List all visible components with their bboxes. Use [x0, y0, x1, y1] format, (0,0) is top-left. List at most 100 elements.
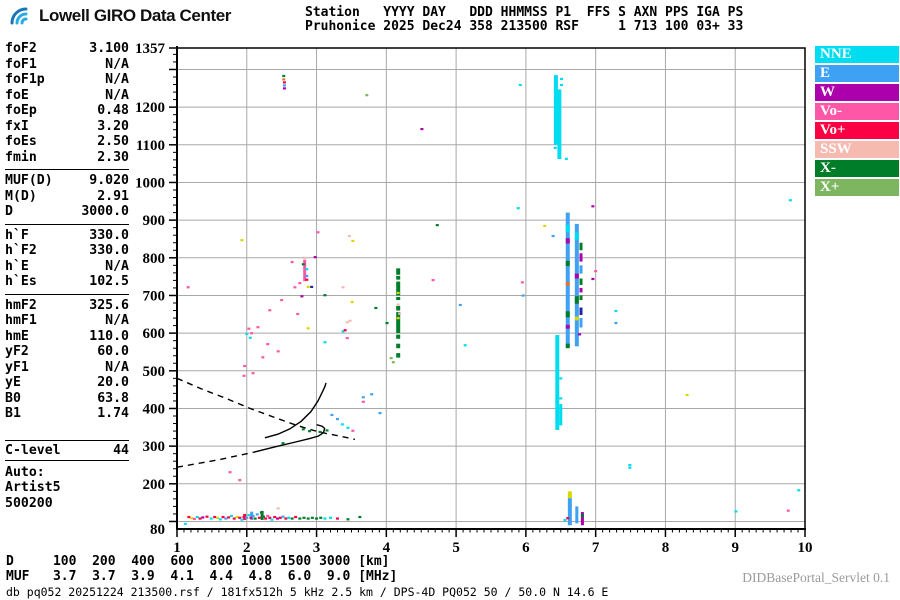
param-value: N/A: [105, 313, 129, 328]
echo-point: [351, 239, 355, 243]
autoscaling-info-line: Artist5: [5, 480, 61, 495]
echo-point: [788, 199, 792, 202]
echo-bar: [396, 296, 401, 300]
echo-bar: [396, 353, 401, 358]
echo-point: [347, 234, 351, 238]
echo-point: [520, 281, 524, 284]
echo-point: [313, 256, 317, 259]
echo-bar: [303, 259, 307, 282]
confidence-level-row: C-level 44: [5, 439, 129, 461]
echo-point: [396, 303, 400, 306]
param-row-fmin: fmin 2.30: [5, 150, 129, 166]
echo-point: [374, 306, 378, 310]
echo-point: [378, 411, 382, 415]
param-label: MUF(D): [5, 173, 53, 188]
echo-point: [518, 83, 522, 87]
echo-point: [335, 418, 339, 421]
x-axis-label: 3: [313, 540, 321, 556]
param-row-foep: foEp 0.48: [5, 103, 129, 119]
param-value: 2.91: [97, 188, 129, 204]
x-axis-label: 6: [522, 540, 530, 556]
echo-point: [213, 515, 217, 519]
echo-point: [245, 332, 249, 336]
param-row-d: D 3000.0: [5, 204, 129, 220]
echo-point: [351, 429, 355, 432]
param-row-fof1p: foF1p N/A: [5, 72, 129, 88]
echo-point: [259, 511, 263, 514]
echo-point: [329, 516, 333, 519]
param-value: 330.0: [89, 227, 129, 243]
echo-point: [296, 312, 300, 316]
echo-point: [303, 256, 307, 260]
panel-divider: [5, 169, 129, 170]
echo-point: [389, 356, 393, 360]
echo-point: [345, 321, 349, 324]
param-row-fxi: fxI 3.20: [5, 119, 129, 135]
echo-bar: [396, 281, 401, 296]
x-axis-label: 10: [798, 540, 813, 556]
echo-point: [301, 428, 305, 431]
echo-point: [282, 74, 286, 78]
echo-point: [240, 239, 244, 242]
echo-point: [276, 507, 280, 510]
echo-bar: [574, 232, 579, 240]
param-label: fxI: [5, 118, 29, 134]
x-axis-label: 7: [592, 540, 600, 556]
y-axis-label: 300: [143, 439, 166, 455]
param-value: 0.48: [97, 103, 129, 118]
echo-point: [306, 285, 310, 289]
giro-logo[interactable]: Lowell GIRO Data Center: [8, 4, 231, 28]
echo-point: [566, 517, 570, 520]
echo-point: [559, 377, 563, 380]
param-label: foF1p: [5, 72, 45, 87]
echo-bar: [553, 75, 558, 145]
echo-point: [261, 356, 265, 359]
param-label: foF2: [5, 41, 37, 56]
param-row-hmf2: hmF2 325.6: [5, 298, 129, 314]
echo-point: [255, 513, 259, 516]
echo-point: [325, 429, 329, 432]
echo-point: [256, 326, 260, 329]
param-label: M(D): [5, 188, 37, 204]
param-label: yE: [5, 375, 21, 390]
echo-point: [301, 263, 305, 266]
x-axis-label: 2: [243, 540, 251, 556]
echo-point: [275, 517, 279, 520]
x-axis-label: 5: [452, 540, 460, 556]
param-value: 3.20: [97, 118, 129, 134]
echo-point: [221, 515, 225, 519]
autoscaling-info-line: 500200: [5, 495, 53, 511]
echo-point: [227, 516, 231, 519]
legend-item-nne: NNE: [815, 46, 899, 63]
echo-point: [251, 514, 255, 518]
param-value: N/A: [105, 56, 129, 72]
transmission-curve-upper: [176, 377, 356, 441]
param-value: 1.74: [97, 406, 129, 421]
echo-point: [315, 517, 319, 520]
echo-point: [786, 509, 790, 512]
echo-point: [734, 510, 738, 513]
x-axis-label: 1: [173, 540, 181, 556]
echo-point: [306, 327, 310, 330]
echo-point: [396, 317, 400, 320]
echo-point: [458, 303, 462, 307]
legend-item-vo: Vo+: [815, 122, 899, 139]
echo-bar: [574, 316, 579, 321]
echo-point: [516, 207, 520, 210]
param-label: foEp: [5, 103, 37, 118]
echo-point: [310, 516, 314, 519]
echo-point: [628, 463, 632, 467]
echo-point: [361, 400, 365, 403]
echo-point: [228, 471, 232, 474]
echo-point: [335, 517, 339, 520]
echo-point: [205, 515, 209, 518]
echo-bar: [396, 268, 401, 275]
echo-point: [209, 517, 213, 520]
echo-point: [685, 393, 689, 397]
echo-point: [235, 515, 239, 519]
echo-point: [323, 294, 327, 297]
echo-point: [290, 517, 294, 520]
y-axis-label: 200: [143, 477, 166, 493]
param-label: h`Es: [5, 274, 37, 289]
